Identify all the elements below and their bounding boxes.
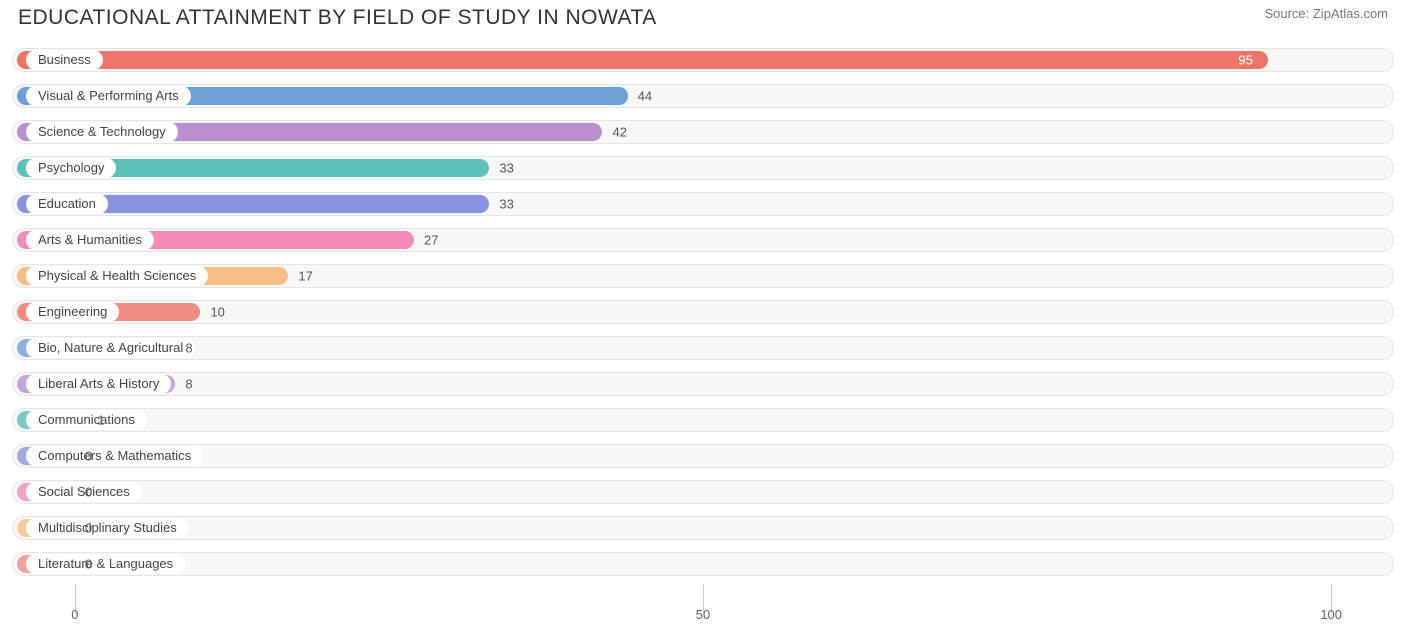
value-label: 0 [85,485,92,500]
category-pill: Engineering [26,302,119,322]
bar-row: Communications1 [12,404,1394,436]
x-axis: 0 50 100 [12,584,1394,624]
category-pill: Psychology [26,158,116,178]
category-pill: Literature & Languages [26,554,185,574]
axis-tick-label: 0 [71,607,78,622]
bar-track [12,372,1394,396]
value-label: 33 [499,197,513,212]
value-label: 10 [210,305,224,320]
value-label: 42 [612,125,626,140]
chart-title: EDUCATIONAL ATTAINMENT BY FIELD OF STUDY… [18,6,657,30]
axis-tick-label: 50 [696,607,710,622]
category-pill: Liberal Arts & History [26,374,171,394]
bar-row: Engineering 10 [12,296,1394,328]
bar-row: Liberal Arts & History 8 [12,368,1394,400]
value-label: 33 [499,161,513,176]
category-pill: Communications [26,410,147,430]
category-pill: Education [26,194,108,214]
value-label: 27 [424,233,438,248]
category-pill: Multidisciplinary Studies [26,518,189,538]
header: EDUCATIONAL ATTAINMENT BY FIELD OF STUDY… [0,0,1406,30]
category-pill: Science & Technology [26,122,178,142]
category-pill: Business [26,50,103,70]
bar-row: Education 33 [12,188,1394,220]
bar-row: Arts & Humanities 27 [12,224,1394,256]
value-label: 95 [1238,53,1252,68]
value-label: 0 [85,449,92,464]
category-pill: Arts & Humanities [26,230,154,250]
category-pill: Physical & Health Sciences [26,266,208,286]
value-label: 0 [85,521,92,536]
axis-tick-label: 100 [1320,607,1342,622]
chart-area: Business 95 Visual & Performing Arts 44 Scie… [12,44,1394,624]
bar-row: Bio, Nature & Agricultural8 [12,332,1394,364]
category-pill: Computers & Mathematics [26,446,203,466]
bar-track [12,552,1394,576]
bar-row: Visual & Performing Arts 44 [12,80,1394,112]
value-label: 44 [638,89,652,104]
value-label: 8 [185,377,192,392]
bar-row: Multidisciplinary Studies0 [12,512,1394,544]
bar-row: Psychology 33 [12,152,1394,184]
bar-row: Physical & Health Sciences 17 [12,260,1394,292]
bar-row: Business 95 [12,44,1394,76]
bar-row: Computers & Mathematics0 [12,440,1394,472]
bar-row: Literature & Languages0 [12,548,1394,580]
value-label: 1 [97,413,104,428]
value-label: 8 [185,341,192,356]
bar-row: Science & Technology 42 [12,116,1394,148]
bar-row: Social Sciences0 [12,476,1394,508]
bar-track [12,336,1394,360]
value-label: 0 [85,557,92,572]
bar-track [12,516,1394,540]
bar-track [12,444,1394,468]
source-label: Source: ZipAtlas.com [1264,6,1388,21]
category-pill: Visual & Performing Arts [26,86,191,106]
value-label: 17 [298,269,312,284]
bar [17,51,1268,69]
bar-track [12,480,1394,504]
category-pill: Bio, Nature & Agricultural [26,338,195,358]
bar-track [12,408,1394,432]
